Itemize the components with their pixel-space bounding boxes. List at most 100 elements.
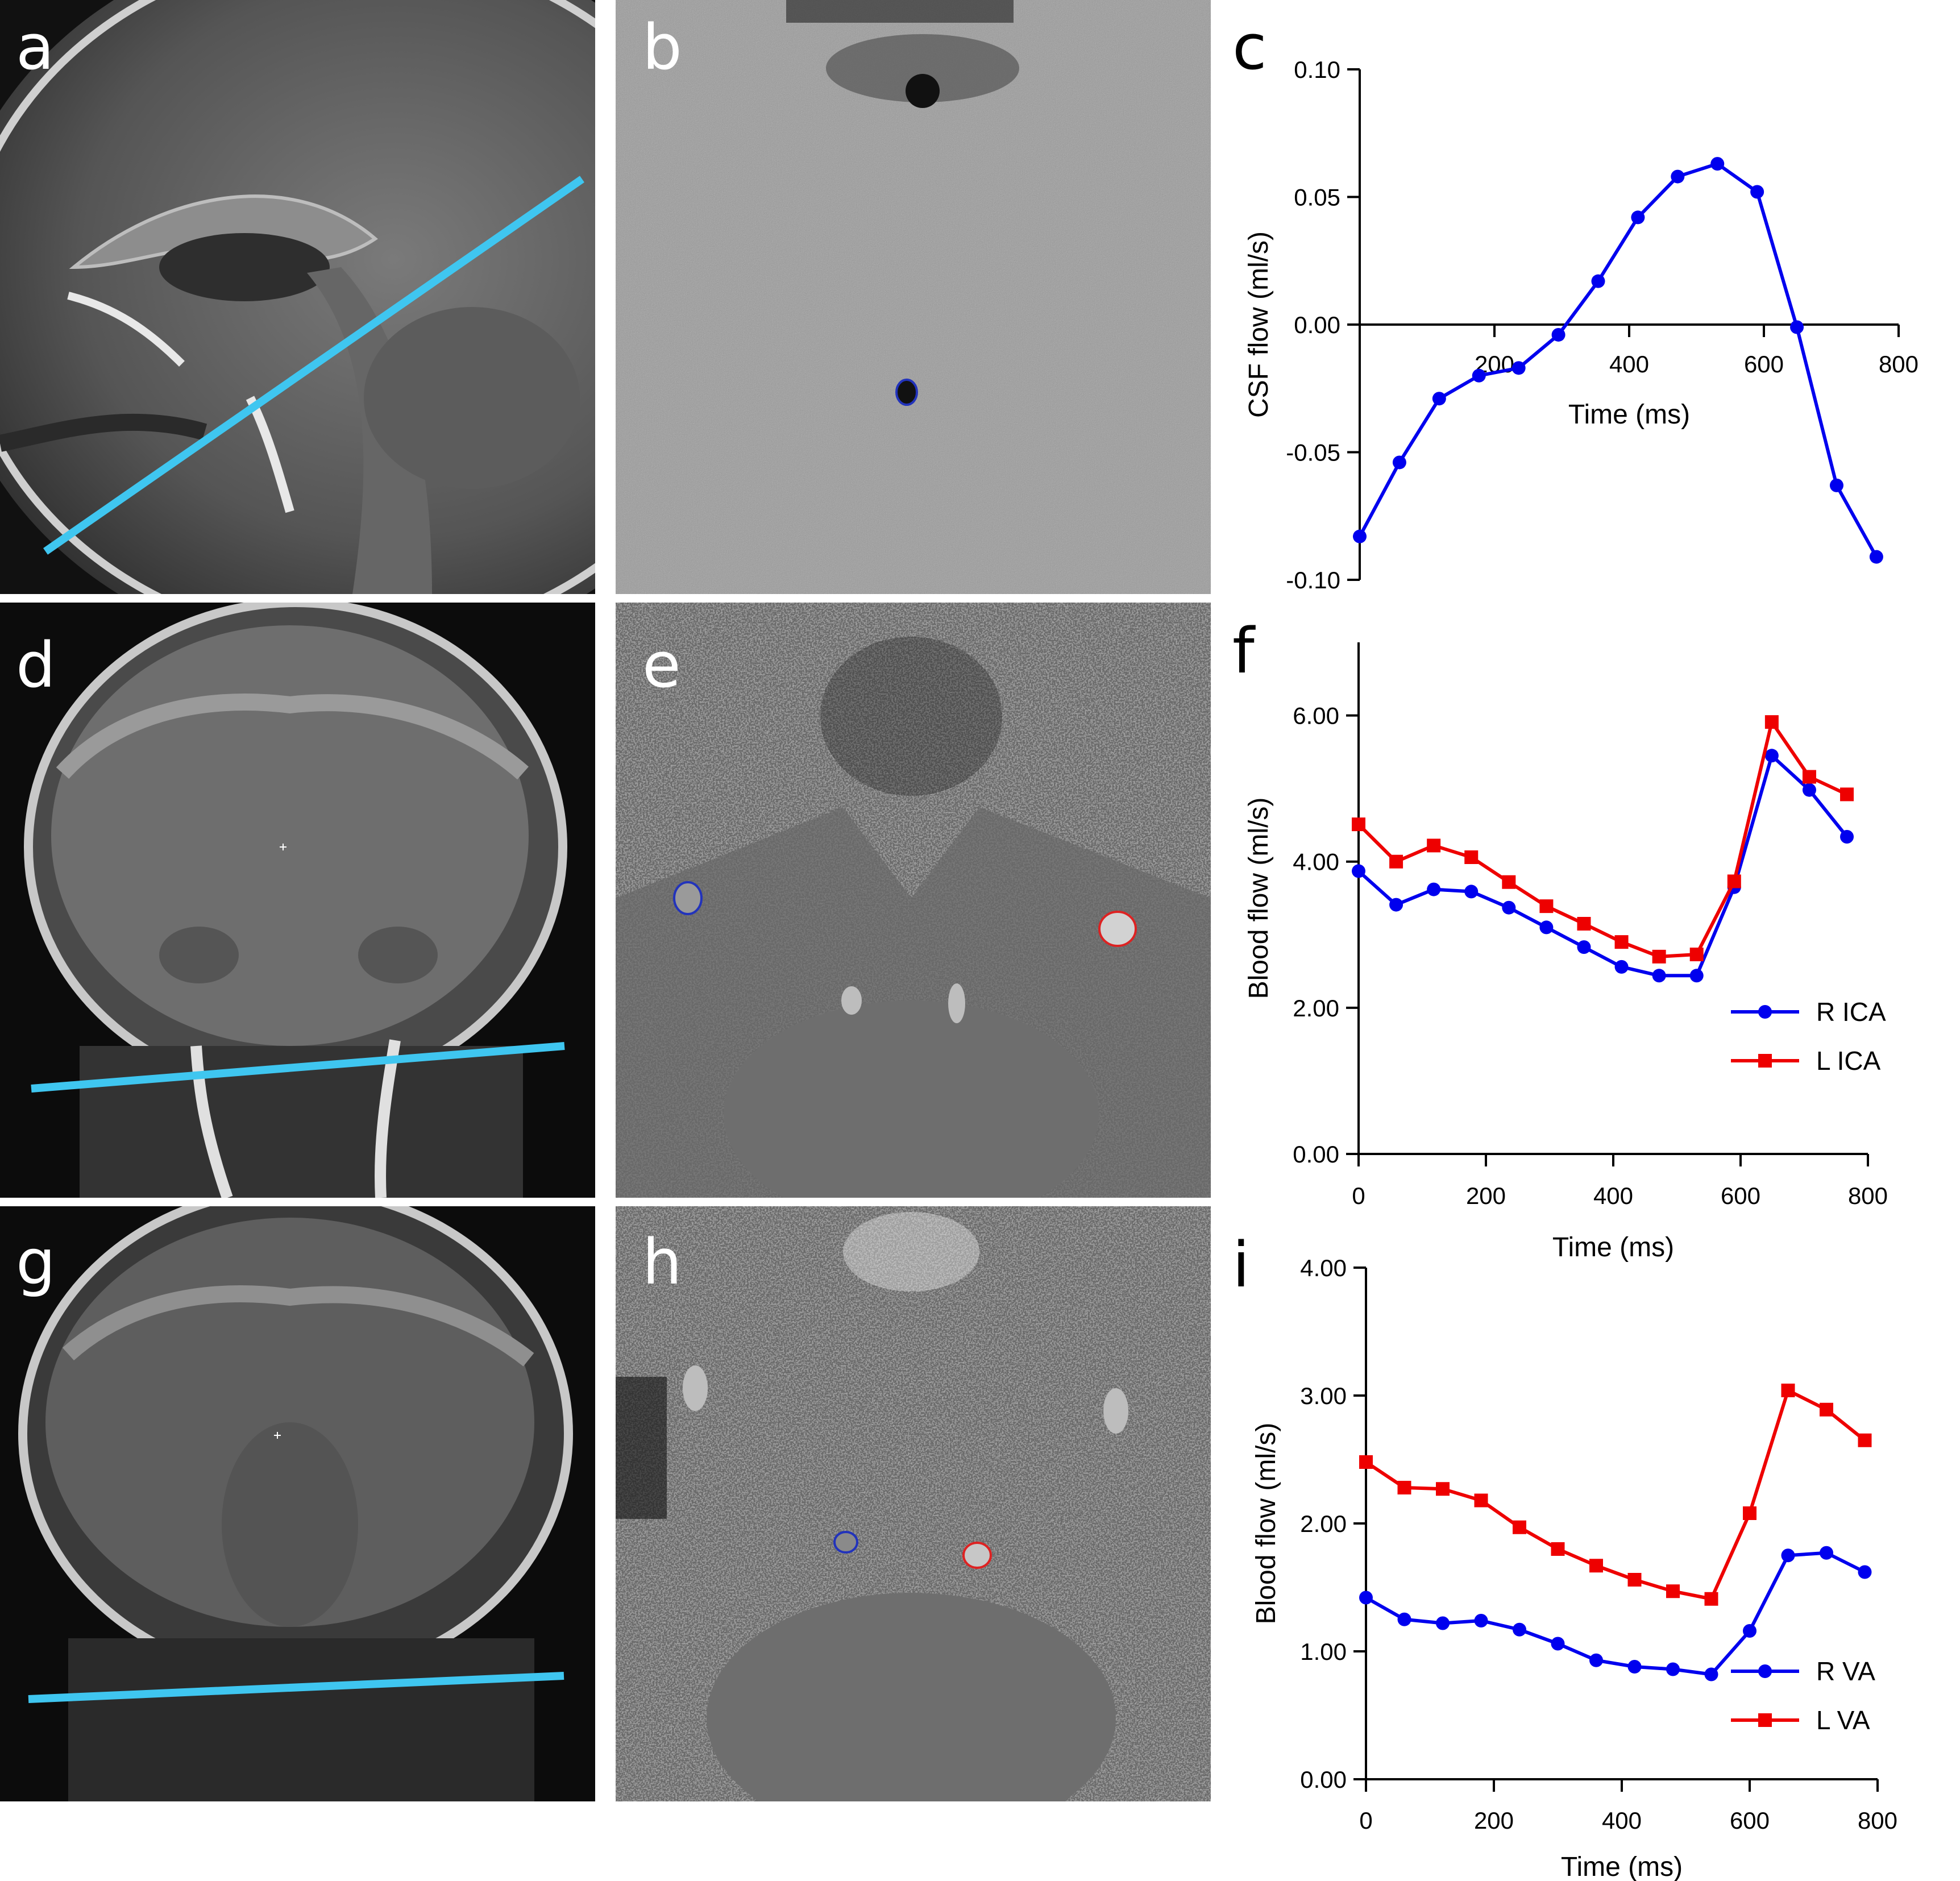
roi-va-contours xyxy=(833,1531,992,1569)
data-point-i-0 xyxy=(1704,1667,1718,1681)
data-point-i-1 xyxy=(1820,1402,1833,1417)
data-point-f-1 xyxy=(1352,817,1365,832)
panel-a-sagittal-mri xyxy=(0,0,595,594)
data-point-i-1 xyxy=(1743,1506,1756,1520)
data-point-i-1 xyxy=(1589,1559,1603,1573)
data-point-i-0 xyxy=(1589,1653,1603,1667)
data-point-i-0 xyxy=(1858,1565,1872,1579)
panel-label-c: c xyxy=(1232,11,1267,84)
x-axis-title-c: Time (ms) xyxy=(1568,400,1690,430)
panel-g-coronal-mri xyxy=(0,1206,595,1801)
data-point-i-0 xyxy=(1436,1616,1450,1630)
data-point-i-0 xyxy=(1474,1614,1488,1627)
data-point-i-0 xyxy=(1743,1624,1756,1638)
y-tick-label-c: 0.10 xyxy=(1294,56,1340,83)
panel-label-a: a xyxy=(16,11,55,84)
data-point-f-1 xyxy=(1577,917,1591,931)
y-tick-label-i: 3.00 xyxy=(1300,1382,1347,1409)
legend-label-i: L VA xyxy=(1816,1705,1870,1735)
y-tick-label-c: 0.05 xyxy=(1294,184,1340,211)
panel-d-coronal-mri xyxy=(0,603,595,1198)
slice-plane-line xyxy=(28,1672,564,1703)
series-line-f-0 xyxy=(1357,754,1849,978)
data-point-f-1 xyxy=(1840,787,1854,802)
legend-label-f: L ICA xyxy=(1816,1046,1881,1076)
data-point-i-1 xyxy=(1436,1482,1450,1496)
data-point-c-0 xyxy=(1671,169,1685,184)
data-point-i-0 xyxy=(1627,1660,1642,1674)
y-tick-label-f: 2.00 xyxy=(1293,995,1339,1022)
data-point-i-1 xyxy=(1627,1573,1642,1587)
data-point-i-0 xyxy=(1781,1548,1795,1563)
y-tick-label-i: 0.00 xyxy=(1300,1766,1347,1793)
data-point-f-0 xyxy=(1389,898,1403,912)
x-tick-label-f: 0 xyxy=(1352,1182,1365,1209)
data-point-c-0 xyxy=(1551,327,1565,342)
panel-b-phase-image xyxy=(616,0,1211,594)
data-point-i-0 xyxy=(1513,1622,1526,1637)
data-point-c-0 xyxy=(1829,478,1843,492)
data-point-f-0 xyxy=(1840,830,1854,844)
x-tick-label-i: 800 xyxy=(1858,1807,1897,1834)
y-axis-title-f: Blood flow (ml/s) xyxy=(1244,798,1274,999)
data-point-c-0 xyxy=(1869,550,1883,564)
y-tick-label-f: 6.00 xyxy=(1293,703,1339,729)
data-point-i-1 xyxy=(1858,1433,1872,1447)
data-point-f-1 xyxy=(1614,935,1629,949)
data-point-f-0 xyxy=(1352,864,1365,878)
data-point-c-0 xyxy=(1472,368,1486,383)
data-point-i-1 xyxy=(1781,1384,1795,1397)
x-tick-label-i: 400 xyxy=(1602,1807,1642,1834)
panel-label-g: g xyxy=(16,1226,56,1298)
x-axis-title-i: Time (ms) xyxy=(1561,1852,1683,1881)
y-tick-label-f: 4.00 xyxy=(1293,849,1339,875)
data-point-c-0 xyxy=(1432,392,1446,406)
data-point-f-1 xyxy=(1464,850,1479,864)
series-line-c-0 xyxy=(1358,162,1878,558)
panel-label-f: f xyxy=(1232,614,1255,687)
data-point-f-0 xyxy=(1802,783,1816,797)
data-point-f-0 xyxy=(1614,960,1629,974)
data-point-f-1 xyxy=(1689,948,1704,961)
x-tick-label-i: 0 xyxy=(1359,1807,1372,1834)
x-tick-label-f: 400 xyxy=(1593,1182,1633,1209)
data-point-f-0 xyxy=(1539,920,1554,935)
y-axis-title-i: Blood flow (ml/s) xyxy=(1251,1423,1281,1625)
data-point-f-0 xyxy=(1464,885,1479,899)
data-point-f-1 xyxy=(1502,875,1516,889)
x-tick-label-f: 800 xyxy=(1848,1182,1888,1209)
data-point-f-1 xyxy=(1652,949,1666,964)
data-point-f-1 xyxy=(1727,874,1741,888)
data-point-i-0 xyxy=(1666,1662,1680,1676)
data-point-i-1 xyxy=(1704,1592,1718,1606)
data-point-f-1 xyxy=(1764,715,1779,729)
legend-marker-i xyxy=(1758,1664,1772,1678)
data-point-c-0 xyxy=(1631,210,1645,225)
data-point-f-0 xyxy=(1764,749,1779,763)
data-point-c-0 xyxy=(1511,361,1526,375)
legend-label-i: R VA xyxy=(1816,1656,1875,1686)
y-tick-label-i: 2.00 xyxy=(1300,1510,1347,1537)
panel-e-phase-image xyxy=(616,603,1211,1198)
y-tick-label-c: -0.05 xyxy=(1286,439,1340,466)
legend-label-f: R ICA xyxy=(1816,997,1886,1027)
data-point-c-0 xyxy=(1353,529,1367,543)
data-point-f-0 xyxy=(1689,969,1704,983)
data-point-f-0 xyxy=(1502,900,1516,915)
data-point-i-0 xyxy=(1359,1591,1373,1605)
x-tick-label-f: 200 xyxy=(1466,1182,1506,1209)
slice-plane-line xyxy=(31,1042,565,1093)
data-point-i-1 xyxy=(1551,1542,1565,1556)
data-point-f-0 xyxy=(1577,940,1591,954)
y-tick-label-i: 4.00 xyxy=(1300,1255,1347,1281)
data-point-c-0 xyxy=(1790,320,1804,334)
x-tick-label-i: 600 xyxy=(1730,1807,1770,1834)
x-tick-label-i: 200 xyxy=(1474,1807,1514,1834)
data-point-c-0 xyxy=(1392,455,1406,470)
data-point-i-1 xyxy=(1513,1520,1526,1534)
panel-label-d: d xyxy=(16,629,56,701)
x-tick-label-c: 400 xyxy=(1609,351,1649,377)
data-point-f-0 xyxy=(1652,969,1666,983)
data-point-i-1 xyxy=(1359,1455,1373,1469)
